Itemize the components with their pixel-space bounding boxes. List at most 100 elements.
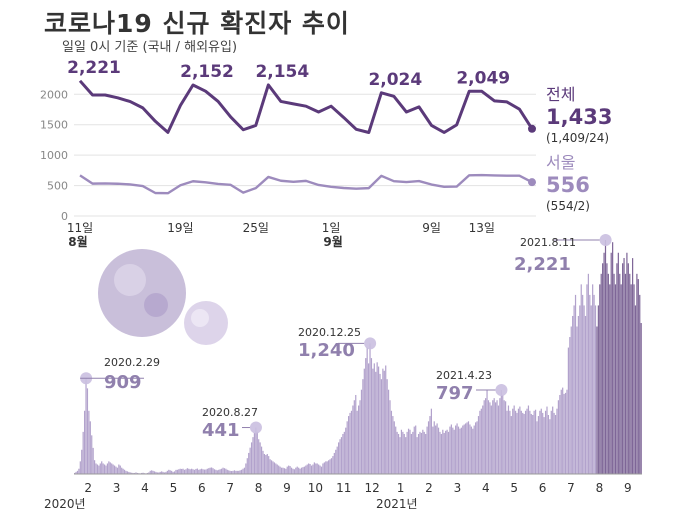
annotation-marker (364, 337, 377, 350)
daily-bar (230, 471, 233, 474)
peak-label: 2,152 (180, 62, 234, 82)
daily-bar (253, 432, 256, 474)
daily-bar (313, 462, 315, 474)
daily-bar (249, 447, 251, 474)
daily-bar (542, 412, 544, 474)
daily-bar (366, 347, 368, 474)
daily-bar (102, 463, 104, 474)
daily-bar (640, 323, 642, 474)
daily-bar (225, 468, 227, 474)
daily-bar (409, 429, 411, 474)
daily-bar (285, 468, 287, 474)
daily-bar (512, 408, 514, 474)
month-label: 8월 (68, 234, 87, 249)
daily-bar (135, 472, 137, 474)
daily-bar (205, 469, 207, 474)
daily-bar (447, 431, 450, 474)
daily-bar (433, 421, 435, 474)
daily-bar (213, 469, 216, 474)
daily-bar (223, 468, 226, 474)
daily-bar (392, 416, 394, 474)
daily-bar (179, 468, 181, 474)
x-month-label: 9 (283, 481, 291, 495)
page-title: 코로나19 신규 확진자 추이 (44, 9, 350, 38)
daily-bar (517, 408, 520, 474)
daily-bar (624, 273, 627, 474)
daily-bar (82, 431, 84, 474)
daily-bar (91, 435, 93, 474)
daily-bar (504, 401, 507, 474)
daily-bar (98, 465, 100, 474)
daily-bar (485, 398, 487, 474)
daily-bar (594, 305, 597, 474)
daily-bar (218, 469, 220, 474)
daily-bar (363, 368, 365, 474)
daily-bar (510, 416, 512, 474)
daily-bar (570, 326, 572, 474)
daily-bar (203, 469, 206, 474)
daily-bar (469, 424, 471, 474)
daily-bar (256, 431, 258, 474)
annotation-date: 2020.2.29 (104, 356, 160, 369)
daily-bar (262, 450, 264, 474)
daily-bar (349, 412, 351, 474)
daily-bar (206, 468, 208, 474)
daily-bar (243, 467, 246, 474)
annotation-value: 441 (202, 420, 240, 441)
daily-bar (199, 469, 201, 474)
daily-bar (534, 409, 537, 474)
daily-bar (132, 472, 134, 474)
daily-bar (322, 463, 324, 474)
daily-bar (566, 389, 568, 474)
daily-bar (465, 423, 467, 474)
daily-bar (181, 468, 183, 474)
daily-bar (582, 294, 584, 474)
last-point-marker (528, 124, 536, 133)
daily-bar (186, 468, 188, 474)
legend-final-value: 1,433 (546, 105, 612, 129)
daily-bar (115, 466, 117, 474)
daily-bar (602, 263, 604, 474)
daily-bar (312, 464, 314, 474)
daily-bar (211, 467, 213, 474)
daily-bar (630, 284, 632, 474)
daily-bar (338, 442, 340, 474)
daily-bar (188, 468, 190, 474)
daily-bar (513, 405, 515, 474)
daily-bar (439, 431, 441, 474)
x-tick-label: 9일 (422, 221, 441, 235)
daily-bar (333, 452, 335, 474)
daily-bar (292, 468, 294, 474)
daily-bar (306, 464, 308, 474)
daily-bar (229, 470, 231, 474)
legend-label: 서울 (546, 153, 575, 172)
daily-bar (151, 470, 153, 474)
daily-bar (162, 471, 164, 474)
daily-bar (122, 468, 124, 474)
daily-bar (129, 472, 131, 474)
daily-bar (131, 472, 133, 474)
daily-bar (235, 470, 237, 474)
daily-bar (487, 400, 490, 474)
daily-bar (278, 465, 280, 474)
daily-bar (373, 363, 375, 474)
daily-bar (399, 437, 401, 474)
daily-bar (95, 463, 97, 474)
daily-bar (596, 326, 598, 474)
daily-bar (79, 461, 81, 474)
daily-bar (308, 463, 310, 474)
daily-bar (514, 410, 517, 474)
daily-bar (415, 425, 417, 474)
daily-bar (380, 379, 383, 474)
daily-bar (383, 370, 385, 474)
daily-bar (576, 326, 578, 474)
daily-bar (413, 426, 415, 474)
daily-bar (636, 273, 638, 474)
daily-bar (103, 464, 106, 474)
daily-bar (370, 358, 373, 474)
x-month-label: 7 (567, 481, 575, 495)
daily-bar (270, 460, 273, 474)
x-month-label: 8 (255, 481, 263, 495)
daily-bar (286, 466, 288, 474)
daily-bar (159, 471, 161, 474)
